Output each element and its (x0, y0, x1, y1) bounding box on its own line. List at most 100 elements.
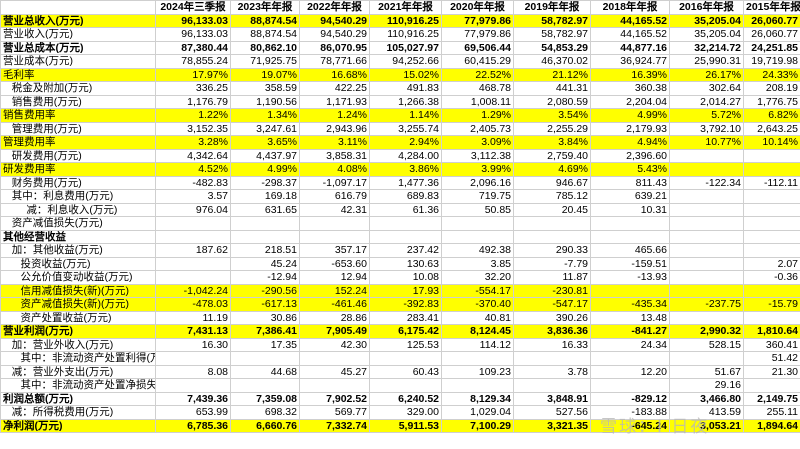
header-corner-cell[interactable] (0, 0, 156, 15)
value-cell[interactable]: 44.68 (230, 364, 300, 379)
value-cell[interactable] (743, 162, 800, 177)
value-cell[interactable] (441, 216, 514, 231)
value-cell[interactable]: -0.36 (743, 270, 800, 285)
value-cell[interactable]: 50.85 (441, 202, 514, 217)
value-cell[interactable]: 3.65% (230, 135, 300, 150)
value-cell[interactable] (230, 351, 300, 366)
value-cell[interactable] (155, 256, 231, 271)
row-label-cell[interactable]: 加：其他收益(万元) (0, 243, 156, 258)
value-cell[interactable]: 24,251.85 (743, 40, 800, 55)
row-label-cell[interactable]: 税金及附加(万元) (0, 81, 156, 96)
value-cell[interactable]: 1.29% (441, 108, 514, 123)
value-cell[interactable]: 4.99% (230, 162, 300, 177)
value-cell[interactable]: 19.07% (230, 67, 300, 82)
value-cell[interactable]: 5,911.53 (369, 418, 442, 433)
value-cell[interactable]: 413.59 (669, 405, 744, 420)
value-cell[interactable]: 11.87 (513, 270, 591, 285)
value-cell[interactable]: 28.86 (299, 310, 370, 325)
value-cell[interactable]: 360.38 (590, 81, 670, 96)
value-cell[interactable]: 1.22% (155, 108, 231, 123)
value-cell[interactable]: -482.83 (155, 175, 231, 190)
value-cell[interactable] (669, 270, 744, 285)
value-cell[interactable]: 80,862.10 (230, 40, 300, 55)
value-cell[interactable]: 358.59 (230, 81, 300, 96)
value-cell[interactable]: -183.88 (590, 405, 670, 420)
value-cell[interactable]: 46,370.02 (513, 54, 591, 69)
row-label-cell[interactable]: 管理费用(万元) (0, 121, 156, 136)
value-cell[interactable]: 8,124.45 (441, 324, 514, 339)
value-cell[interactable]: -15.79 (743, 297, 800, 312)
value-cell[interactable] (155, 270, 231, 285)
value-cell[interactable]: 10.31 (590, 202, 670, 217)
value-cell[interactable]: 283.41 (369, 310, 442, 325)
value-cell[interactable]: 946.67 (513, 175, 591, 190)
row-label-cell[interactable]: 营业利润(万元) (0, 324, 156, 339)
value-cell[interactable]: 32,214.72 (669, 40, 744, 55)
value-cell[interactable]: 218.51 (230, 243, 300, 258)
value-cell[interactable]: 1.24% (299, 108, 370, 123)
value-cell[interactable]: 17.97% (155, 67, 231, 82)
value-cell[interactable] (590, 351, 670, 366)
row-label-cell[interactable]: 投资收益(万元) (0, 256, 156, 271)
value-cell[interactable]: 58,782.97 (513, 27, 591, 42)
value-cell[interactable] (743, 243, 800, 258)
value-cell[interactable] (369, 378, 442, 393)
row-label-cell[interactable]: 资产处置收益(万元) (0, 310, 156, 325)
value-cell[interactable]: 21.12% (513, 67, 591, 82)
value-cell[interactable]: 1,176.79 (155, 94, 231, 109)
value-cell[interactable]: 719.75 (441, 189, 514, 204)
value-cell[interactable]: 3,848.91 (513, 391, 591, 406)
value-cell[interactable]: 329.00 (369, 405, 442, 420)
value-cell[interactable]: 5.72% (669, 108, 744, 123)
value-cell[interactable] (441, 378, 514, 393)
value-cell[interactable]: 94,252.66 (369, 54, 442, 69)
value-cell[interactable]: 1.34% (230, 108, 300, 123)
value-cell[interactable]: 71,925.75 (230, 54, 300, 69)
value-cell[interactable]: 26,060.77 (743, 13, 800, 28)
value-cell[interactable]: 12.20 (590, 364, 670, 379)
value-cell[interactable]: 2.07 (743, 256, 800, 271)
value-cell[interactable]: 20.45 (513, 202, 591, 217)
value-cell[interactable]: 689.83 (369, 189, 442, 204)
value-cell[interactable]: 1,894.64 (743, 418, 800, 433)
value-cell[interactable] (669, 148, 744, 163)
value-cell[interactable]: 10.08 (369, 270, 442, 285)
value-cell[interactable]: -547.17 (513, 297, 591, 312)
value-cell[interactable]: 29.16 (669, 378, 744, 393)
value-cell[interactable]: 616.79 (299, 189, 370, 204)
value-cell[interactable]: 4,342.64 (155, 148, 231, 163)
value-cell[interactable] (155, 229, 231, 244)
value-cell[interactable]: 88,874.54 (230, 27, 300, 42)
value-cell[interactable]: 3,466.80 (669, 391, 744, 406)
value-cell[interactable]: -7.79 (513, 256, 591, 271)
row-label-cell[interactable]: 资产减值损失(万元) (0, 216, 156, 231)
value-cell[interactable]: 87,380.44 (155, 40, 231, 55)
value-cell[interactable]: 7,100.29 (441, 418, 514, 433)
value-cell[interactable]: 60.43 (369, 364, 442, 379)
value-cell[interactable]: 96,133.03 (155, 27, 231, 42)
row-label-cell[interactable]: 销售费用率 (0, 108, 156, 123)
value-cell[interactable]: 237.42 (369, 243, 442, 258)
column-header[interactable]: 2018年年报 (590, 0, 670, 15)
value-cell[interactable]: 360.41 (743, 337, 800, 352)
value-cell[interactable] (669, 216, 744, 231)
value-cell[interactable]: -230.81 (513, 283, 591, 298)
value-cell[interactable]: 17.35 (230, 337, 300, 352)
row-label-cell[interactable]: 研发费用率 (0, 162, 156, 177)
row-label-cell[interactable]: 其他经营收益 (0, 229, 156, 244)
value-cell[interactable]: 10.77% (669, 135, 744, 150)
value-cell[interactable]: 45.24 (230, 256, 300, 271)
value-cell[interactable]: 698.32 (230, 405, 300, 420)
column-header[interactable]: 2020年年报 (441, 0, 514, 15)
row-label-cell[interactable]: 管理费用率 (0, 135, 156, 150)
value-cell[interactable]: 15.02% (369, 67, 442, 82)
value-cell[interactable]: 6,785.36 (155, 418, 231, 433)
value-cell[interactable]: 7,905.49 (299, 324, 370, 339)
value-cell[interactable] (299, 378, 370, 393)
value-cell[interactable]: -829.12 (590, 391, 670, 406)
row-label-cell[interactable]: 资产减值损失(新)(万元) (0, 297, 156, 312)
value-cell[interactable]: 25,990.31 (669, 54, 744, 69)
value-cell[interactable]: 2,990.32 (669, 324, 744, 339)
row-label-cell[interactable]: 营业收入(万元) (0, 27, 156, 42)
value-cell[interactable] (230, 229, 300, 244)
